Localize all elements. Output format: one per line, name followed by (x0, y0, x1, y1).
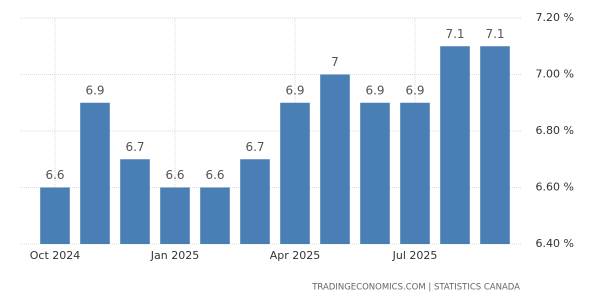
x-tick-label: Jan 2025 (150, 249, 199, 262)
x-tick-label: Oct 2024 (30, 249, 81, 262)
value-label: 6.9 (85, 83, 104, 97)
bar (280, 102, 310, 244)
value-label: 7.1 (445, 27, 464, 41)
value-label: 6.9 (365, 83, 384, 97)
value-label: 7.1 (485, 27, 504, 41)
bar (200, 187, 230, 244)
value-label: 6.9 (285, 83, 304, 97)
bar (400, 102, 430, 244)
bar (40, 187, 70, 244)
value-label: 6.6 (45, 168, 64, 182)
bar (120, 159, 150, 244)
x-tick-label: Apr 2025 (270, 249, 321, 262)
bar (480, 46, 510, 244)
y-tick-label: 7.00 % (536, 68, 574, 81)
value-label: 6.6 (165, 168, 184, 182)
y-tick-label: 6.60 % (536, 181, 574, 194)
bar (240, 159, 270, 244)
source: TRADINGECONOMICS.COM | STATISTICS CANADA (311, 283, 520, 293)
value-label: 6.7 (125, 140, 144, 154)
value-label: 6.7 (245, 140, 264, 154)
bar (160, 187, 190, 244)
y-tick-label: 6.80 % (536, 124, 574, 137)
y-tick-label: 6.40 % (536, 237, 574, 250)
bar (80, 102, 110, 244)
x-tick-label: Jul 2025 (392, 249, 438, 262)
y-tick-label: 7.20 % (536, 11, 574, 24)
value-label: 6.6 (205, 168, 224, 182)
bar (360, 102, 390, 244)
value-label: 6.9 (405, 83, 424, 97)
bar (440, 46, 470, 244)
bar (320, 74, 350, 244)
value-label: 7 (331, 55, 339, 69)
